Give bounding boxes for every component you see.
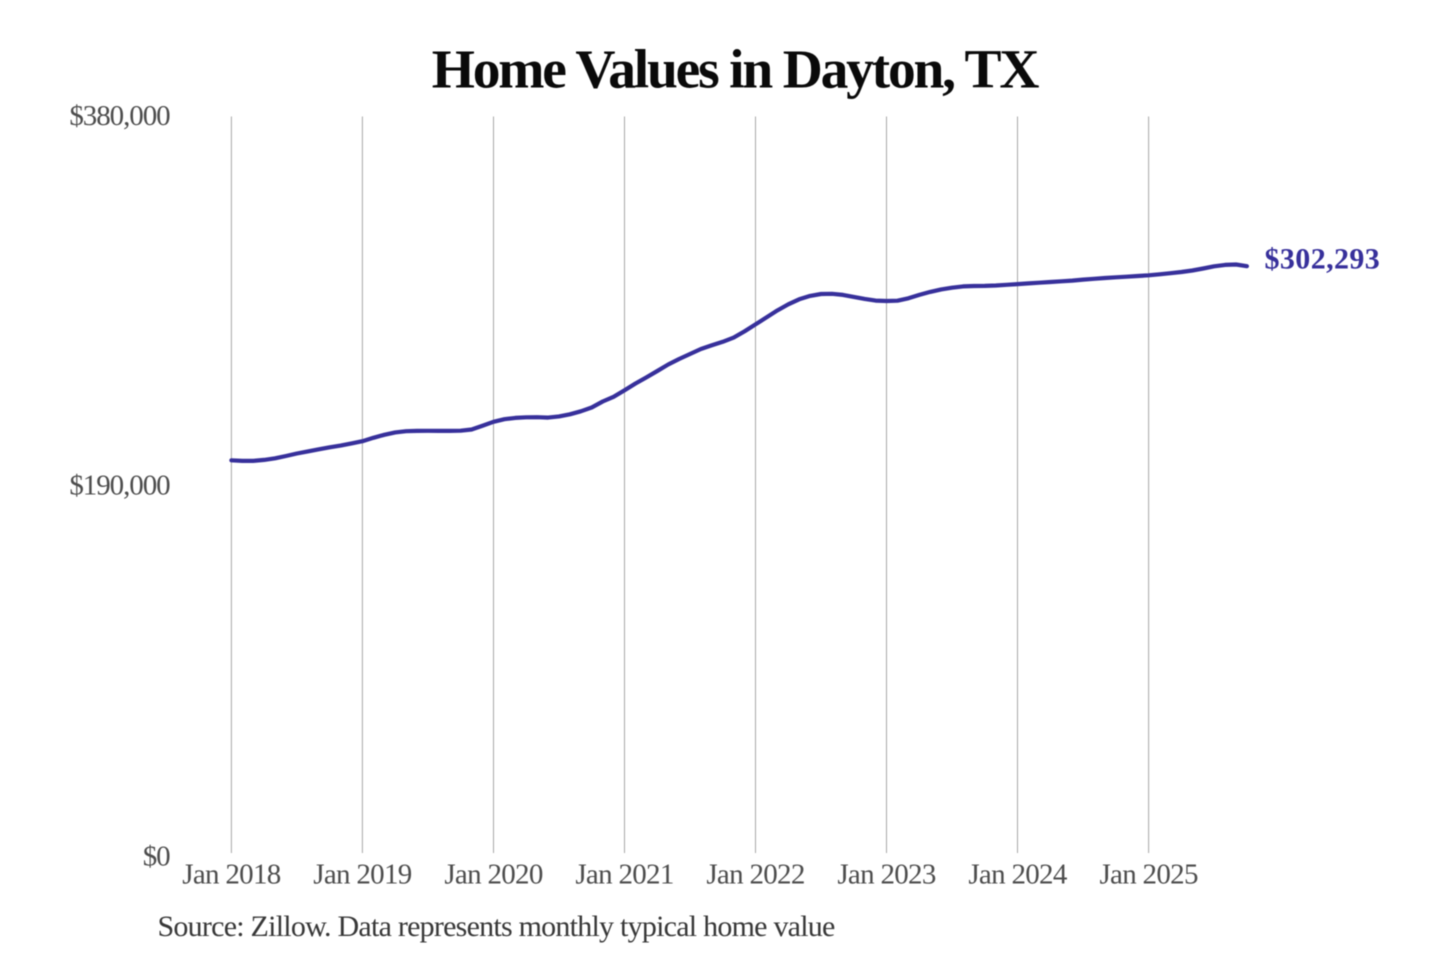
svg-text:Jan 2019: Jan 2019 — [313, 858, 412, 890]
svg-text:$0: $0 — [143, 841, 170, 873]
svg-text:Jan 2021: Jan 2021 — [575, 858, 673, 890]
svg-text:$302,293: $302,293 — [1265, 242, 1381, 275]
svg-text:Jan 2025: Jan 2025 — [1099, 858, 1198, 890]
svg-text:Jan 2022: Jan 2022 — [706, 858, 804, 890]
svg-text:$380,000: $380,000 — [69, 100, 170, 132]
svg-text:Home Values in Dayton, TX: Home Values in Dayton, TX — [432, 39, 1040, 100]
svg-text:Jan 2018: Jan 2018 — [182, 858, 281, 890]
svg-text:Jan 2024: Jan 2024 — [968, 858, 1068, 890]
svg-text:Jan 2020: Jan 2020 — [444, 858, 543, 890]
svg-text:Source: Zillow. Data represent: Source: Zillow. Data represents monthly … — [158, 910, 836, 943]
svg-text:Jan 2023: Jan 2023 — [837, 858, 936, 890]
svg-text:$190,000: $190,000 — [69, 470, 170, 502]
